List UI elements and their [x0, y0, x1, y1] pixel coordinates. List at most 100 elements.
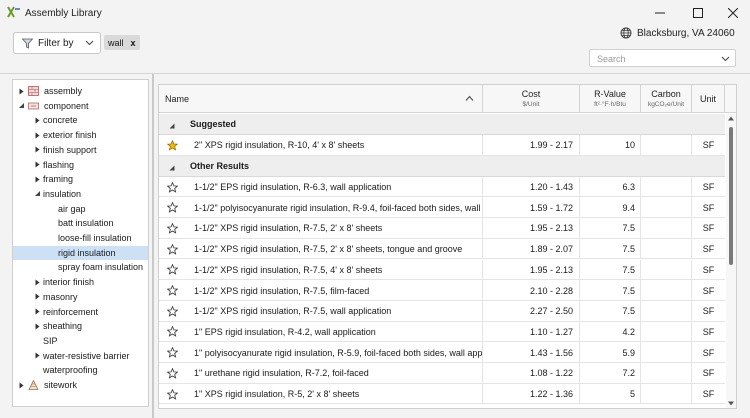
table-row[interactable]: 1" urethane rigid insulation, R-7.2, foi… — [159, 363, 725, 384]
tree-item-sheathing[interactable]: sheathing — [13, 319, 148, 334]
tree-item-exterior-finish[interactable]: exterior finish — [13, 128, 148, 143]
unit-cell: SF — [702, 306, 715, 317]
favorite-star-icon[interactable] — [159, 384, 185, 405]
tree-item-component[interactable]: component — [13, 99, 148, 114]
rvalue-cell: 9.4 — [580, 197, 641, 219]
minimize-icon — [655, 12, 665, 14]
search-placeholder: Search — [597, 54, 626, 64]
collapsed-caret-icon[interactable] — [33, 175, 41, 183]
column-header-unit[interactable]: Unit — [692, 85, 725, 113]
tree-item-masonry[interactable]: masonry — [13, 290, 148, 305]
tree-item-label: masonry — [43, 291, 78, 302]
table-row[interactable]: 1-1/2" XPS rigid insulation, R-7.5, 2' x… — [159, 238, 725, 260]
column-header-name[interactable]: Name — [159, 85, 483, 113]
table-row[interactable]: 1-1/2" XPS rigid insulation, R-7.5, 4' x… — [159, 259, 725, 281]
tree-item-label: component — [44, 100, 89, 111]
group-collapse-caret-icon[interactable] — [169, 121, 175, 131]
table-row[interactable]: 1-1/2" XPS rigid insulation, R-7.5, 2' x… — [159, 218, 725, 239]
cost-cell: 1.08 - 1.22 — [483, 363, 580, 384]
table-row[interactable]: 1" polyisocyanurate rigid insulation, R-… — [159, 342, 725, 363]
tree-item-interior-finish[interactable]: interior finish — [13, 275, 148, 290]
column-header-rvalue[interactable]: R-Value ft²·°F·h/Btu — [580, 85, 641, 113]
tree-item-spray-foam-insulation[interactable]: spray foam insulation — [13, 260, 148, 275]
table-row[interactable]: 1-1/2" polyisocyanurate rigid insulation… — [159, 197, 725, 219]
tree-item-label: air gap — [58, 203, 86, 214]
expanded-caret-icon[interactable] — [33, 190, 41, 198]
collapsed-caret-icon[interactable] — [17, 381, 25, 389]
filter-by-label: Filter by — [38, 37, 74, 49]
collapsed-caret-icon[interactable] — [33, 131, 41, 139]
scrollbar-thumb[interactable] — [729, 127, 733, 265]
column-header-carbon[interactable]: Carbon kgCO₂e/Unit — [641, 85, 692, 113]
filter-chip-wall: wall x — [104, 35, 140, 50]
collapsed-caret-icon[interactable] — [33, 308, 41, 316]
cost-cell: 2.27 - 2.50 — [483, 300, 580, 322]
tree-item-concrete[interactable]: concrete — [13, 113, 148, 128]
tree-item-sitework[interactable]: sitework — [13, 378, 148, 393]
favorite-star-icon[interactable] — [159, 239, 185, 260]
scroll-down-icon[interactable] — [728, 401, 734, 406]
favorite-star-icon[interactable] — [159, 197, 185, 218]
table-row[interactable]: 1-1/2" EPS rigid insulation, R-6.3, wall… — [159, 176, 725, 198]
expanded-caret-icon[interactable] — [17, 102, 25, 110]
tree-item-water-resistive-barrier[interactable]: water-resistive barrier — [13, 349, 148, 364]
tree-item-reinforcement[interactable]: reinforcement — [13, 305, 148, 320]
tree-item-finish-support[interactable]: finish support — [13, 143, 148, 158]
favorite-star-icon[interactable] — [159, 301, 185, 322]
table-row[interactable]: 1" EPS rigid insulation, R-4.2, wall app… — [159, 321, 725, 343]
collapsed-caret-icon[interactable] — [33, 352, 41, 360]
collapsed-caret-icon[interactable] — [33, 116, 41, 124]
location-selector[interactable]: Blacksburg, VA 24060 — [620, 26, 735, 40]
tree-item-sip[interactable]: SIP — [13, 334, 148, 349]
tree-item-label: reinforcement — [43, 306, 99, 317]
favorite-star-icon[interactable] — [159, 280, 185, 301]
name-cell: 1" urethane rigid insulation, R-7.2, foi… — [185, 363, 483, 384]
tree-item-assembly[interactable]: assembly — [13, 84, 148, 99]
tree-item-framing[interactable]: framing — [13, 172, 148, 187]
star-icon — [166, 181, 178, 193]
group-header-suggested[interactable]: Suggested — [159, 114, 725, 135]
filter-by-dropdown[interactable]: Filter by — [13, 32, 101, 54]
favorite-star-icon[interactable] — [159, 218, 185, 239]
group-collapse-caret-icon[interactable] — [169, 163, 175, 173]
collapsed-caret-icon[interactable] — [33, 161, 41, 169]
table-row[interactable]: 2" XPS rigid insulation, R-10, 4' x 8' s… — [159, 135, 725, 156]
favorite-star-icon[interactable] — [159, 260, 185, 281]
favorite-star-icon[interactable] — [159, 363, 185, 384]
table-row[interactable]: 1-1/2" XPS rigid insulation, R-7.5, film… — [159, 280, 725, 301]
tree-item-rigid-insulation[interactable]: rigid insulation — [13, 245, 148, 261]
minimize-button[interactable] — [650, 4, 670, 22]
scroll-up-icon[interactable] — [728, 116, 734, 121]
tree-item-label: spray foam insulation — [58, 262, 144, 273]
tree-item-batt-insulation[interactable]: batt insulation — [13, 216, 148, 231]
column-header-cost[interactable]: Cost $/Unit — [483, 85, 580, 113]
collapsed-caret-icon[interactable] — [33, 322, 41, 330]
pane-splitter[interactable] — [152, 74, 154, 418]
close-button[interactable] — [723, 4, 743, 22]
vertical-scrollbar[interactable] — [726, 114, 736, 408]
collapsed-caret-icon[interactable] — [17, 87, 25, 95]
favorite-star-filled-icon[interactable] — [159, 135, 185, 156]
favorite-star-icon[interactable] — [159, 342, 185, 363]
collapsed-caret-icon[interactable] — [33, 293, 41, 301]
favorite-star-icon[interactable] — [159, 177, 185, 198]
table-row[interactable]: 1" XPS rigid insulation, R-5, 2' x 8' sh… — [159, 383, 725, 405]
tree-item-label: SIP — [43, 335, 58, 346]
tree-item-flashing[interactable]: flashing — [13, 158, 148, 173]
collapsed-caret-icon[interactable] — [33, 278, 41, 286]
favorite-star-icon[interactable] — [159, 322, 185, 343]
collapsed-caret-icon[interactable] — [33, 146, 41, 154]
tree-item-air-gap[interactable]: air gap — [13, 202, 148, 217]
carbon-cell — [641, 197, 692, 219]
tree-item-insulation[interactable]: insulation — [13, 187, 148, 202]
tree-item-loose-fill-insulation[interactable]: loose-fill insulation — [13, 231, 148, 246]
group-header-other-results[interactable]: Other Results — [159, 155, 725, 177]
search-input[interactable]: Search — [589, 49, 736, 67]
tree-item-waterproofing[interactable]: waterproofing — [13, 363, 148, 378]
name-cell: 1-1/2" XPS rigid insulation, R-7.5, 2' x… — [185, 238, 483, 260]
maximize-button[interactable] — [688, 4, 708, 22]
table-row[interactable]: 1-1/2" XPS rigid insulation, R-7.5, wall… — [159, 300, 725, 322]
category-tree[interactable]: assembly component concrete exterior finish… — [12, 79, 149, 407]
name-cell: 1" XPS rigid insulation, R-5, 2' x 8' sh… — [185, 383, 483, 405]
remove-filter-chip-button[interactable]: x — [130, 37, 136, 48]
